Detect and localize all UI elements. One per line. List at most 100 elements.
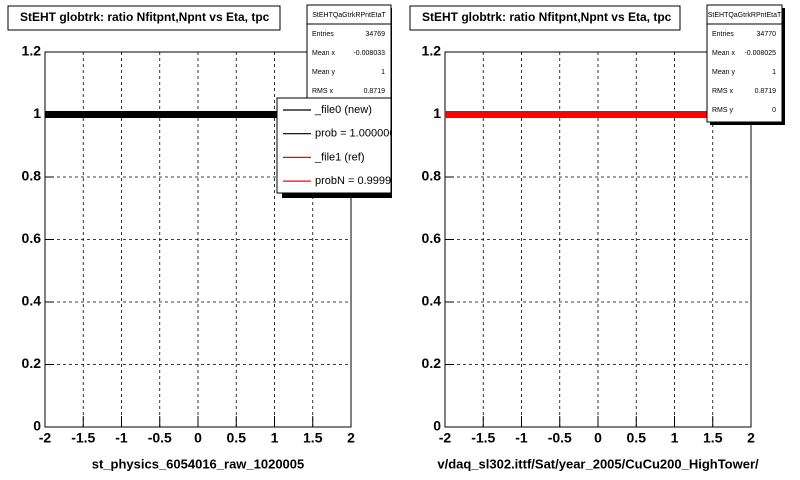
x-tick-label: -1.5 <box>71 430 95 446</box>
stats-name: StEHTQaGtrkRPntEtaT <box>708 12 782 19</box>
point <box>597 111 606 118</box>
x-axis-label: st_physics_6054016_raw_1020005 <box>92 456 305 471</box>
legend-label: _file1 (ref) <box>314 151 365 163</box>
stats-label: Entries <box>312 31 334 38</box>
stats-value: 0.8719 <box>364 88 386 95</box>
legend-box <box>276 97 392 194</box>
point <box>444 111 453 118</box>
y-tick-label: 1 <box>433 105 441 121</box>
point <box>636 111 645 118</box>
point <box>536 111 545 118</box>
point <box>159 111 168 118</box>
y-tick-label: 0.2 <box>22 355 42 371</box>
point <box>613 111 622 118</box>
stats-label: RMS x <box>312 88 334 95</box>
y-tick-label: 0.4 <box>22 293 42 309</box>
point <box>475 111 484 118</box>
stats-label: Mean y <box>312 69 335 76</box>
stats-name: StEHTQaGtrkRPntEtaT <box>312 12 386 19</box>
y-tick-label: 0 <box>433 418 441 434</box>
point <box>83 111 92 118</box>
point <box>628 111 637 118</box>
point <box>220 111 229 118</box>
x-tick-label: 1.5 <box>303 430 323 446</box>
point <box>121 111 130 118</box>
point <box>197 111 206 118</box>
x-tick-label: 2 <box>347 430 355 446</box>
title-box <box>409 5 681 31</box>
y-tick-label: 0.8 <box>22 168 42 184</box>
stats-label: Mean x <box>712 50 735 57</box>
point <box>213 111 222 118</box>
point <box>674 111 683 118</box>
point <box>151 111 160 118</box>
point <box>582 111 591 118</box>
point <box>228 111 237 118</box>
point <box>666 111 675 118</box>
x-tick-label: -1 <box>115 430 128 446</box>
point <box>106 111 115 118</box>
y-tick-label: 0.2 <box>422 355 442 371</box>
point <box>128 111 137 118</box>
point <box>605 111 614 118</box>
stats-label: RMS x <box>712 88 734 95</box>
point <box>498 111 507 118</box>
point <box>620 111 629 118</box>
point <box>90 111 99 118</box>
point <box>174 111 183 118</box>
stats-label: Mean y <box>712 69 735 76</box>
x-tick-label: 0.5 <box>627 430 647 446</box>
x-tick-label: 1 <box>271 430 279 446</box>
point <box>98 111 107 118</box>
point <box>167 111 176 118</box>
x-tick-label: -2 <box>39 430 52 446</box>
x-tick-label: -2 <box>439 430 452 446</box>
x-tick-label: 0 <box>594 430 602 446</box>
y-tick-label: 1 <box>33 105 41 121</box>
point <box>144 111 153 118</box>
point <box>681 111 690 118</box>
y-tick-label: 1.2 <box>422 43 442 59</box>
stats-label: Mean x <box>312 50 335 57</box>
point <box>467 111 476 118</box>
legend-label: probN = 0.99999 <box>315 175 397 187</box>
stats-value: 1 <box>772 69 776 76</box>
y-tick-label: 1.2 <box>22 43 42 59</box>
point <box>243 111 252 118</box>
stats-box <box>706 4 783 123</box>
point <box>643 111 652 118</box>
point <box>590 111 599 118</box>
y-tick-label: 0 <box>33 418 41 434</box>
x-tick-label: -1 <box>515 430 528 446</box>
x-tick-label: -0.5 <box>148 430 172 446</box>
x-tick-label: -1.5 <box>471 430 495 446</box>
y-tick-label: 0.6 <box>22 230 42 246</box>
title-box <box>7 5 281 31</box>
stats-value: 0.8719 <box>755 88 777 95</box>
point <box>574 111 583 118</box>
panel: 0 0.2 0.4 0.6 0.8 1 1.2 -2 -1.5 -1 -0.5 0 0.5 1 1.5 2 v/… <box>409 4 785 471</box>
point <box>460 111 469 118</box>
point <box>190 111 199 118</box>
x-tick-label: 2 <box>747 430 755 446</box>
point <box>52 111 61 118</box>
stats-label: RMS y <box>712 107 734 114</box>
stats-value: 34770 <box>757 31 777 38</box>
x-tick-label: 0 <box>194 430 202 446</box>
stats-value: -0.008025 <box>744 50 776 57</box>
point <box>559 111 568 118</box>
legend-label: prob = 1.000000 <box>315 128 395 140</box>
point <box>651 111 660 118</box>
point <box>75 111 84 118</box>
stats-label: Entries <box>712 31 734 38</box>
point <box>259 111 268 118</box>
point <box>567 111 576 118</box>
x-tick-label: 1 <box>671 430 679 446</box>
point <box>544 111 553 118</box>
point <box>689 111 698 118</box>
point <box>452 111 461 118</box>
point <box>136 111 145 118</box>
point <box>44 111 53 118</box>
y-tick-label: 0.4 <box>422 293 442 309</box>
